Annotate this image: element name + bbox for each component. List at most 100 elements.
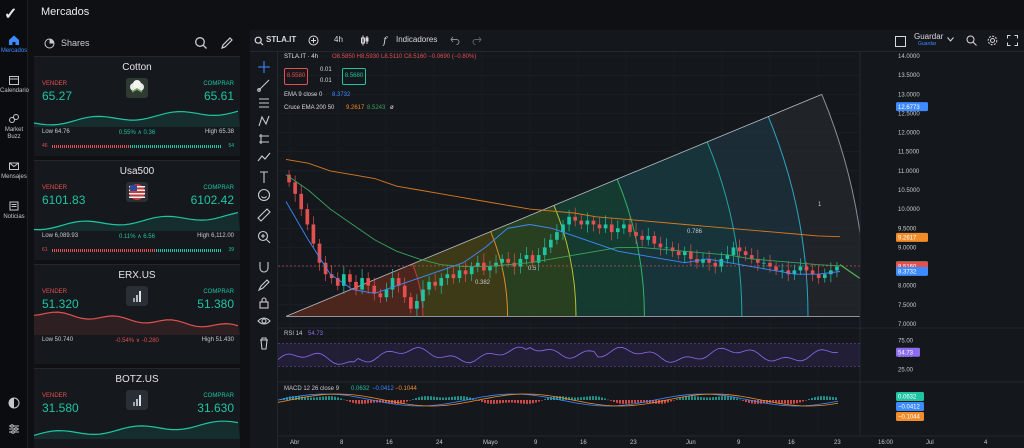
rail-item-mercados[interactable]: Mercados [0, 34, 28, 55]
candle-body [762, 262, 766, 264]
candle-body [597, 224, 602, 229]
pattern-icon[interactable] [257, 114, 271, 128]
quick-search-icon[interactable] [966, 35, 977, 46]
buy-price-button[interactable]: 65.61 [203, 89, 234, 103]
macd-histogram-bar [568, 397, 570, 400]
macd-histogram-bar [778, 400, 780, 403]
text-icon[interactable] [257, 170, 271, 184]
edit-pencil-icon[interactable] [220, 36, 234, 50]
fib-icon[interactable] [257, 96, 271, 110]
candle-body [634, 232, 638, 236]
candle-body [287, 174, 291, 183]
redo-icon[interactable] [472, 36, 482, 45]
macd-histogram-bar [571, 397, 573, 400]
pencil-lock-icon[interactable] [257, 278, 271, 292]
save-button[interactable]: Guardar [914, 32, 944, 41]
price-chart[interactable]: 0.382 0.5 0.786 1 14.0000 13.5000 13.0000 12.50… [278, 52, 1024, 448]
watchlist-panel: Shares Cotton VENDER COMPRAR 65.27 65.61 Low … [34, 30, 240, 448]
macd-histogram-bar [343, 399, 345, 401]
time-tick-label: 9 [534, 440, 538, 446]
watchlist-card[interactable]: BOTZ.US VENDER COMPRAR 31.580 31.630 [34, 368, 240, 448]
sell-price-button[interactable]: 6101.83 [42, 193, 86, 207]
layout-square-icon[interactable] [895, 36, 906, 47]
rail-item-market-buzz[interactable]: Market Buzz [0, 113, 28, 141]
channel-icon[interactable] [257, 132, 271, 146]
macd-histogram-bar [775, 400, 777, 403]
candle-body [585, 220, 590, 225]
rail-item-mensajes[interactable]: Mensajes [0, 160, 28, 181]
macd-histogram-bar [463, 396, 465, 400]
sell-label: VENDER [42, 393, 68, 399]
sell-price-button[interactable]: 65.27 [42, 89, 73, 103]
undo-icon[interactable] [450, 36, 460, 45]
sell-price-button[interactable]: 31.580 [42, 401, 79, 415]
ruler-icon[interactable] [257, 208, 271, 222]
candle-body [408, 297, 413, 309]
buy-price-button[interactable]: 6102.42 [190, 193, 234, 207]
buy-price-box[interactable]: 8.5680 [342, 68, 366, 85]
crosshair-icon[interactable] [257, 60, 271, 74]
macd-histogram-bar [412, 399, 414, 400]
theme-toggle-icon[interactable] [7, 396, 21, 410]
watchlist-card[interactable]: Usa500 VENDER COMPRAR 6101.83 6102.42 Low 6,0… [34, 160, 240, 260]
function-icon[interactable]: f [382, 35, 392, 46]
macd-histogram-bar [433, 396, 435, 400]
macd-histogram-bar [373, 400, 375, 403]
candle-body [652, 235, 657, 244]
trendline-icon[interactable] [257, 78, 271, 92]
sell-price-button[interactable]: 51.320 [42, 297, 79, 311]
lock-icon[interactable] [257, 296, 271, 310]
macd-histogram-bar [598, 396, 600, 400]
settings-sliders-icon[interactable] [7, 422, 21, 436]
interval-selector[interactable]: 4h [334, 35, 343, 44]
watchlist-card[interactable]: Cotton VENDER COMPRAR 65.27 65.61 Low 64.76 0.… [34, 56, 240, 156]
ema-label[interactable]: EMA 9 close 0 [284, 92, 323, 98]
search-icon[interactable] [254, 36, 264, 46]
price-tick-label: 9.5000 [898, 226, 917, 232]
macd-histogram-bar [508, 400, 510, 403]
buy-price-button[interactable]: 51.380 [197, 297, 234, 311]
symbol-selector[interactable]: STLA.IT [266, 35, 297, 44]
gear-icon[interactable] [987, 35, 998, 46]
zoom-icon[interactable] [257, 230, 271, 244]
candle-type-icon[interactable] [360, 35, 370, 46]
macd-histogram-bar [406, 400, 408, 402]
trash-icon[interactable] [257, 336, 271, 350]
fib-level-label: 1 [818, 202, 822, 208]
macd-histogram-bar [313, 397, 315, 400]
magnet-icon[interactable] [257, 260, 271, 274]
macd-label[interactable]: MACD 12 26 close 9 [284, 386, 340, 392]
search-icon[interactable] [194, 36, 208, 50]
eye-icon[interactable] [257, 314, 271, 328]
macd-histogram-bar [700, 397, 702, 400]
candle-body [402, 285, 407, 298]
brand-logo-icon[interactable]: ✓ [4, 6, 18, 23]
rsi-badge: 54.73 [896, 347, 920, 357]
fullscreen-icon[interactable] [1007, 35, 1018, 46]
macd-histogram-bar [574, 397, 576, 400]
watchlist-category-label[interactable]: Shares [61, 38, 90, 48]
macd-histogram-bar [331, 396, 333, 400]
cross-ema-label[interactable]: Cruce EMA 200 50 [284, 105, 335, 111]
candle-body [311, 224, 316, 244]
buy-price-button[interactable]: 31.630 [197, 401, 234, 415]
candle-body [488, 266, 492, 271]
rsi-label[interactable]: RSI 14 [284, 331, 303, 337]
add-compare-icon[interactable] [308, 35, 319, 46]
sell-price-box[interactable]: 8.5580 [284, 68, 308, 85]
emoji-icon[interactable] [257, 188, 271, 202]
rail-item-calendario[interactable]: Calendario [0, 74, 29, 95]
indicators-button[interactable]: Indicadores [396, 35, 438, 44]
macd-histogram-bar [727, 396, 729, 400]
sentiment-sell: 46 [42, 143, 48, 149]
chevron-down-icon[interactable] [947, 37, 954, 42]
macd-histogram-bar [346, 400, 348, 401]
price-tick-label: 7.5000 [898, 303, 917, 309]
projection-icon[interactable] [257, 150, 271, 164]
macd-histogram-bar [745, 400, 747, 402]
watchlist-card[interactable]: ERX.US VENDER COMPRAR 51.320 51.380 Low 50.74… [34, 264, 240, 364]
rail-item-noticias[interactable]: Noticias [0, 200, 28, 221]
svg-text:8.3732: 8.3732 [898, 270, 917, 276]
candle-body [366, 278, 371, 286]
macd-histogram-bar [814, 397, 816, 400]
